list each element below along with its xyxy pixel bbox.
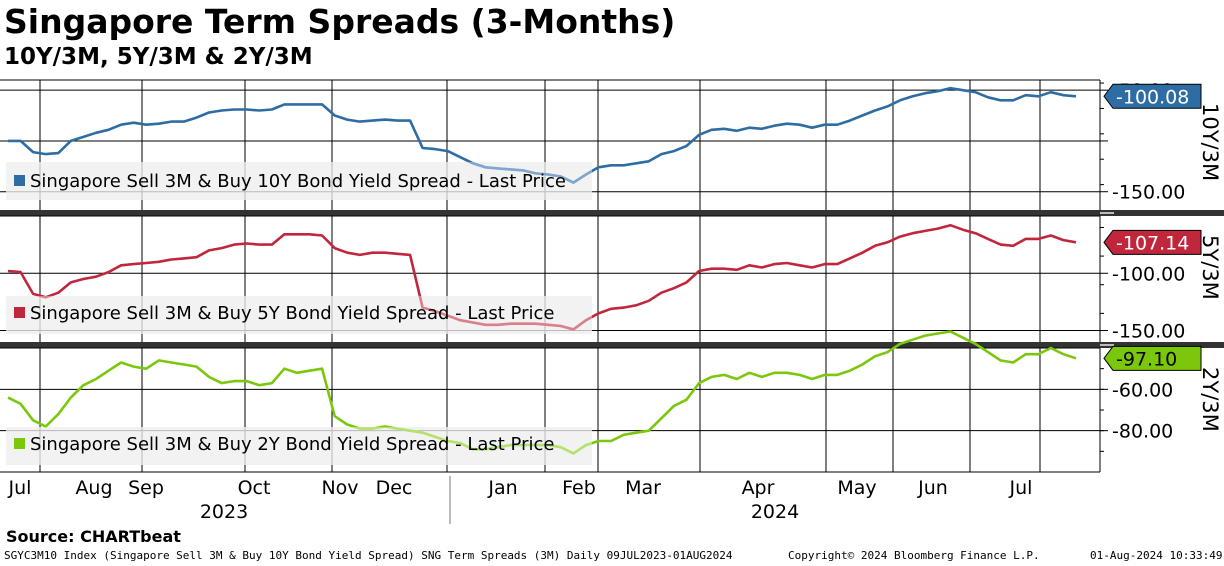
last-value-tag: [1103, 345, 1202, 371]
page-subtitle: 10Y/3M, 5Y/3M & 2Y/3M: [4, 44, 313, 70]
x-month-label: Jan: [487, 477, 517, 499]
x-year-label: 2024: [751, 501, 799, 523]
last-value-label: -97.10: [1116, 348, 1177, 370]
x-month-label: Oct: [238, 477, 271, 499]
x-month-label: Dec: [376, 477, 413, 499]
x-month-label: Feb: [562, 477, 596, 499]
x-month-label: Jul: [1009, 477, 1033, 499]
separator-handle: [1100, 344, 1114, 346]
legend-label: Singapore Sell 3M & Buy 5Y Bond Yield Sp…: [30, 303, 554, 324]
footer-timestamp: 01-Aug-2024 10:33:49: [1090, 549, 1223, 562]
panel-side-label: 2Y/3M: [1198, 367, 1222, 432]
y-tick-label: -80.00: [1112, 421, 1173, 443]
source-note: Source: CHARTbeat: [6, 527, 181, 546]
series-line-shaded: [35, 296, 592, 331]
x-month-label: Jun: [917, 477, 948, 499]
x-month-label: Nov: [321, 477, 358, 499]
panel-separator: [0, 342, 1224, 348]
panel-side-label: 10Y/3M: [1198, 103, 1222, 181]
legend-box: [6, 296, 592, 334]
legend-label: Singapore Sell 3M & Buy 2Y Bond Yield Sp…: [30, 434, 554, 455]
x-month-label: May: [837, 477, 876, 499]
legend-box: [6, 427, 592, 465]
series-line-shaded: [467, 162, 592, 185]
x-month-label: Apr: [742, 477, 775, 499]
panel-side-label: 5Y/3M: [1198, 235, 1222, 300]
legend-label: Singapore Sell 3M & Buy 10Y Bond Yield S…: [30, 171, 566, 192]
x-year-label: 2023: [200, 501, 248, 523]
y-tick-label: -150.00: [1112, 321, 1185, 343]
legend-swatch: [14, 438, 25, 449]
y-tick-label: -60.00: [1112, 379, 1173, 401]
x-month-label: Jul: [8, 477, 32, 499]
y-tick-label: -150.00: [1112, 182, 1185, 204]
separator-handle: [1100, 212, 1114, 214]
last-value-tag: [1103, 83, 1202, 109]
footer-copyright: Copyright© 2024 Bloomberg Finance L.P.: [788, 549, 1040, 562]
last-value-tag: [1103, 229, 1202, 255]
footer-description: SGYC3M10 Index (Singapore Sell 3M & Buy …: [4, 549, 733, 562]
series-line-shaded: [43, 427, 592, 455]
legend-swatch: [14, 175, 25, 186]
x-month-label: Aug: [75, 477, 112, 499]
page-title: Singapore Term Spreads (3-Months): [4, 2, 676, 41]
last-value-label: -100.08: [1116, 86, 1189, 108]
panel-separator: [0, 210, 1224, 216]
x-month-label: Mar: [625, 477, 661, 499]
last-value-label: -107.14: [1116, 232, 1189, 254]
y-tick-label: -100.00: [1112, 263, 1185, 285]
x-month-label: Sep: [128, 477, 164, 499]
legend-swatch: [14, 307, 25, 318]
